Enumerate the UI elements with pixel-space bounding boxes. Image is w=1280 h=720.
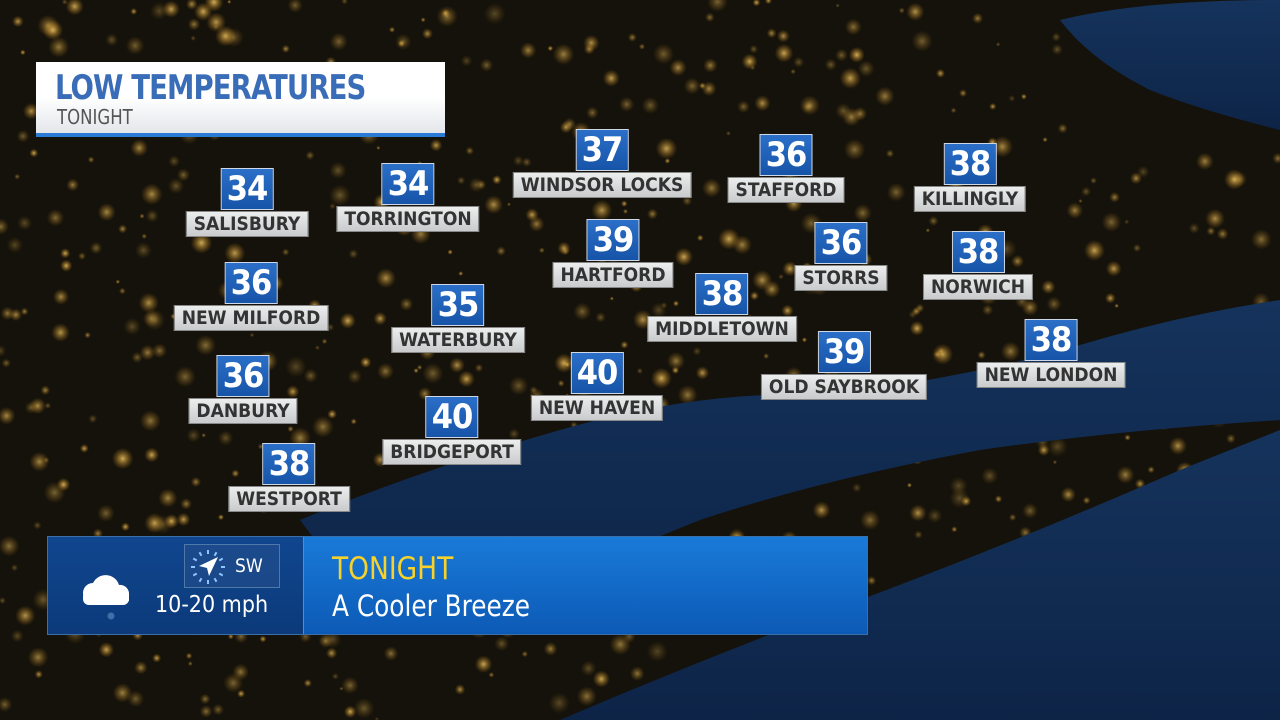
temperature-value: 36 bbox=[216, 355, 270, 397]
temperature-value: 38 bbox=[951, 231, 1005, 273]
city-marker: 36 STORRS bbox=[794, 222, 888, 291]
temperature-value: 38 bbox=[943, 143, 997, 185]
temperature-value: 34 bbox=[381, 163, 435, 205]
temperature-value: 38 bbox=[262, 443, 316, 485]
temperature-value: 37 bbox=[575, 129, 629, 171]
city-name: OLD SAYBROOK bbox=[760, 374, 928, 400]
title: LOW TEMPERATURES bbox=[55, 68, 366, 108]
forecast-panel: SW 10-20 mph TONIGHT A Cooler Breeze bbox=[47, 536, 868, 635]
city-marker: 38 NEW LONDON bbox=[976, 319, 1126, 388]
bay-water bbox=[1060, 0, 1280, 130]
temperature-value: 34 bbox=[220, 168, 274, 210]
city-marker: 38 WESTPORT bbox=[228, 443, 350, 512]
forecast-period: TONIGHT bbox=[332, 551, 454, 587]
city-name: NEW MILFORD bbox=[173, 305, 329, 331]
city-marker: 39 OLD SAYBROOK bbox=[760, 331, 928, 400]
temperature-value: 39 bbox=[817, 331, 871, 373]
city-marker: 36 STAFFORD bbox=[727, 134, 845, 203]
city-marker: 40 NEW HAVEN bbox=[530, 352, 664, 421]
temperature-value: 40 bbox=[570, 352, 624, 394]
temperature-value: 39 bbox=[586, 219, 640, 261]
city-marker: 40 BRIDGEPORT bbox=[382, 396, 522, 465]
city-marker: 38 KILLINGLY bbox=[913, 143, 1027, 212]
city-name: STORRS bbox=[794, 265, 888, 291]
title-banner: LOW TEMPERATURES TONIGHT bbox=[36, 62, 445, 137]
city-name: NEW LONDON bbox=[976, 362, 1126, 388]
partly-cloudy-night-icon bbox=[83, 549, 147, 620]
city-name: TORRINGTON bbox=[336, 206, 480, 232]
subtitle: TONIGHT bbox=[57, 105, 133, 129]
temperature-value: 38 bbox=[695, 273, 749, 315]
headline-section: TONIGHT A Cooler Breeze bbox=[303, 537, 867, 634]
wind-box: SW bbox=[184, 544, 280, 588]
city-marker: 35 WATERBURY bbox=[391, 284, 525, 353]
wind-compass-icon bbox=[191, 550, 225, 584]
temperature-value: 36 bbox=[759, 134, 813, 176]
city-name: BRIDGEPORT bbox=[382, 439, 522, 465]
conditions-section: SW 10-20 mph bbox=[48, 537, 303, 634]
city-name: HARTFORD bbox=[552, 262, 674, 288]
city-marker: 38 NORWICH bbox=[922, 231, 1034, 300]
temperature-value: 40 bbox=[425, 396, 479, 438]
city-marker: 34 TORRINGTON bbox=[336, 163, 480, 232]
city-marker: 34 SALISBURY bbox=[185, 168, 309, 237]
city-name: KILLINGLY bbox=[913, 186, 1027, 212]
wind-speed: 10-20 mph bbox=[155, 592, 269, 618]
wind-direction: SW bbox=[235, 555, 263, 577]
forecast-description: A Cooler Breeze bbox=[332, 589, 531, 623]
temperature-value: 38 bbox=[1024, 319, 1078, 361]
city-name: DANBURY bbox=[188, 398, 298, 424]
city-name: STAFFORD bbox=[727, 177, 845, 203]
city-name: WATERBURY bbox=[391, 327, 525, 353]
city-name: NORWICH bbox=[922, 274, 1034, 300]
city-marker: 36 NEW MILFORD bbox=[173, 262, 329, 331]
city-name: NEW HAVEN bbox=[530, 395, 664, 421]
city-name: WINDSOR LOCKS bbox=[512, 172, 692, 198]
city-name: MIDDLETOWN bbox=[647, 316, 797, 342]
temperature-value: 36 bbox=[814, 222, 868, 264]
city-marker: 38 MIDDLETOWN bbox=[647, 273, 797, 342]
atlantic-ocean bbox=[560, 430, 1280, 720]
city-marker: 39 HARTFORD bbox=[552, 219, 674, 288]
city-name: WESTPORT bbox=[228, 486, 350, 512]
city-marker: 37 WINDSOR LOCKS bbox=[512, 129, 692, 198]
city-name: SALISBURY bbox=[185, 211, 309, 237]
temperature-value: 36 bbox=[224, 262, 278, 304]
temperature-value: 35 bbox=[431, 284, 485, 326]
city-marker: 36 DANBURY bbox=[188, 355, 298, 424]
